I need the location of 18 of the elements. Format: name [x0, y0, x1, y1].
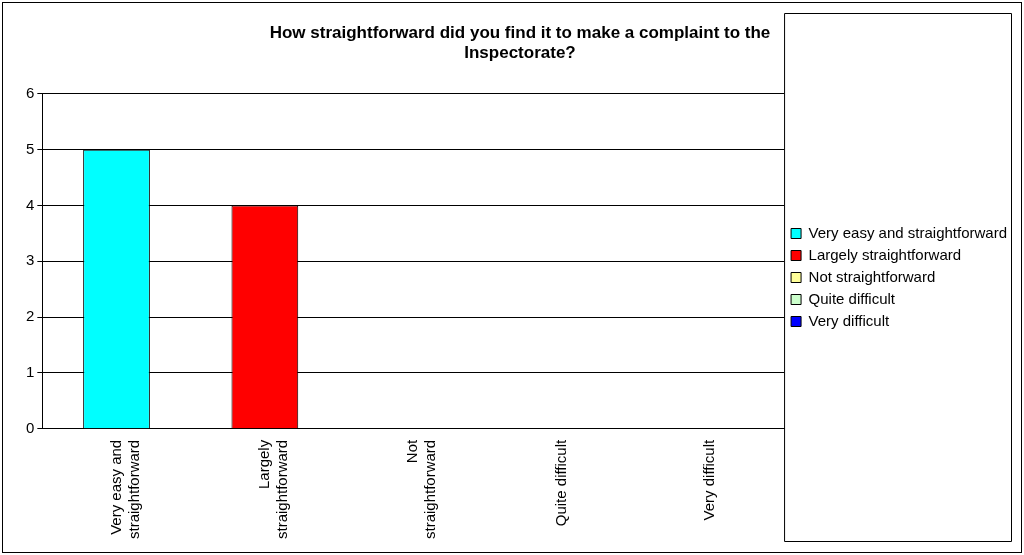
y-tick-label: 2: [26, 307, 35, 325]
chart-title: How straightforward did you find it to make a complaint to the Inspectorate?: [269, 22, 771, 63]
y-tick-label: 6: [26, 83, 35, 101]
x-tick-label: Very easy and straightforward: [106, 439, 142, 540]
y-tick-label: 1: [26, 363, 35, 381]
y-tick-label: 5: [26, 139, 35, 157]
legend-label: Very difficult: [808, 311, 890, 329]
x-tick-label: Quite difficult: [551, 438, 569, 527]
legend-label: Quite difficult: [808, 289, 896, 307]
legend-label: Not straightforward: [808, 267, 936, 285]
y-tick-label: 4: [26, 195, 35, 213]
x-tick-label: Largely straightforward: [255, 439, 290, 540]
x-tick-label: Very difficult: [700, 438, 718, 521]
legend-label: Largely straightforward: [808, 245, 962, 263]
y-tick-label: 0: [26, 418, 35, 436]
legend-label: Very easy and straightforward: [808, 223, 1007, 241]
y-tick-label: 3: [26, 251, 35, 269]
x-tick-label: Not straightforward: [403, 438, 439, 540]
